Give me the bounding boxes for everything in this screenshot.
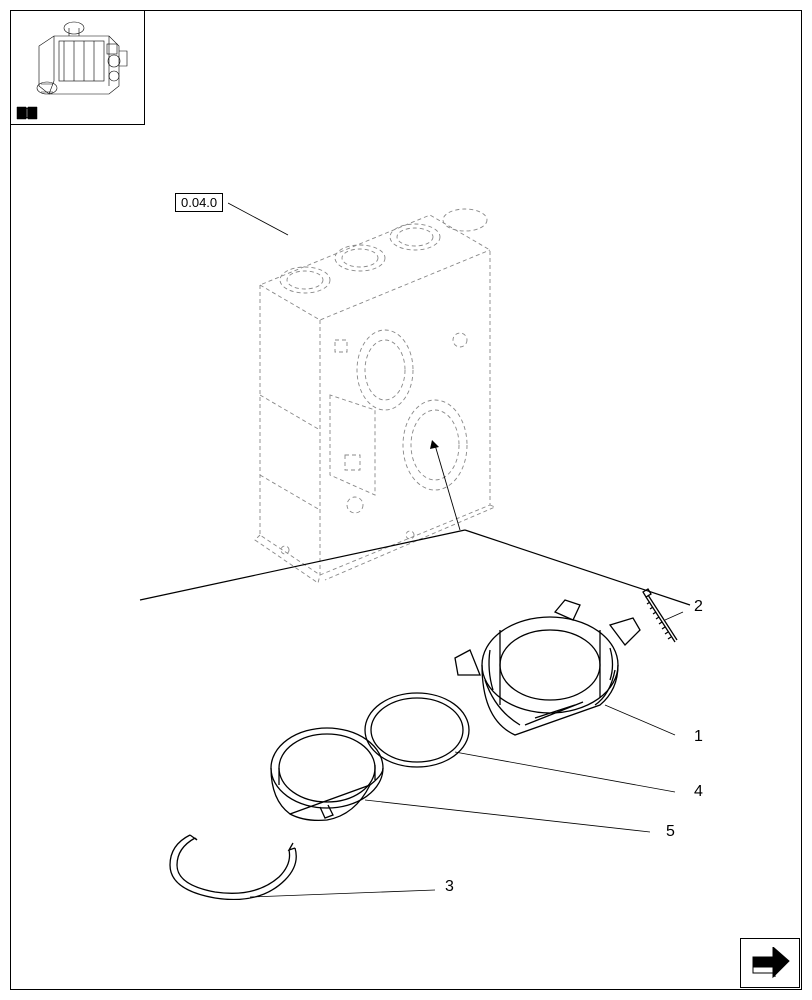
callout-4: 4 bbox=[694, 783, 703, 801]
part-bolt bbox=[643, 589, 677, 642]
callout-5: 5 bbox=[666, 823, 675, 841]
nav-arrow-box[interactable] bbox=[740, 938, 800, 988]
part-housing bbox=[455, 600, 640, 735]
part-bushing bbox=[271, 728, 383, 820]
callout-1: 1 bbox=[694, 728, 703, 746]
callout-3: 3 bbox=[445, 878, 454, 896]
callout-2: 2 bbox=[694, 598, 703, 616]
exploded-assembly bbox=[155, 570, 695, 900]
next-page-arrow-icon bbox=[751, 947, 791, 981]
block-pointer-leader bbox=[430, 435, 470, 535]
engine-thumbnail-icon bbox=[19, 16, 139, 106]
book-icon bbox=[16, 105, 38, 121]
part-snap-ring bbox=[170, 835, 296, 900]
thumbnail-box bbox=[10, 10, 145, 125]
